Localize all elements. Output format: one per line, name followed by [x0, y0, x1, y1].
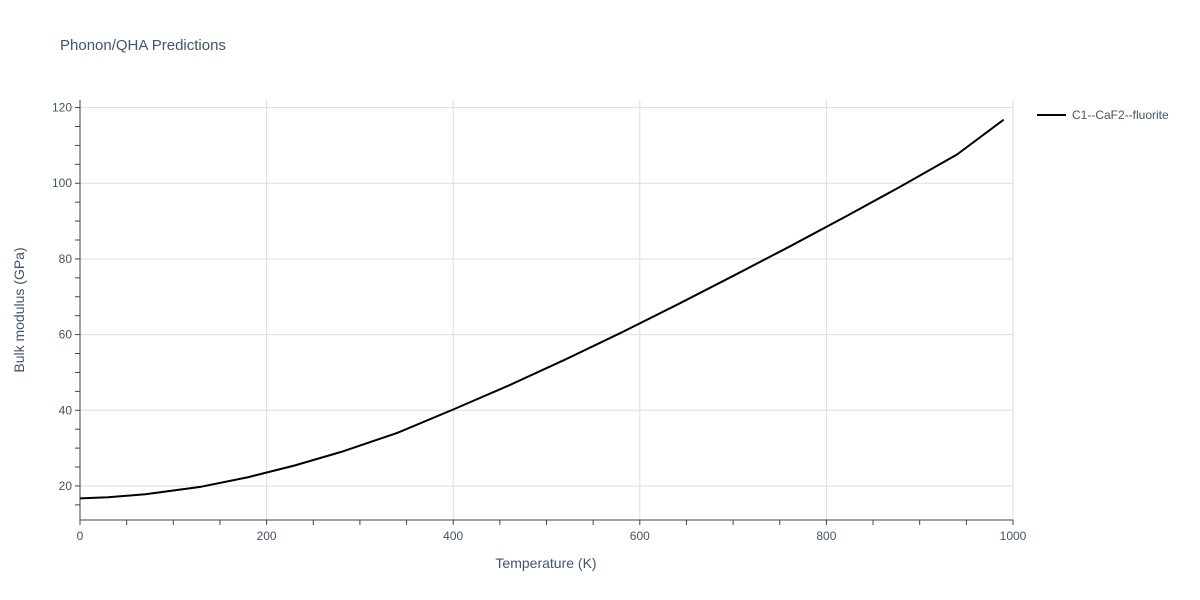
y-tick-label: 100: [52, 176, 72, 190]
y-tick-label: 60: [59, 328, 73, 342]
series-line: [79, 118, 1005, 500]
y-axis-title: Bulk modulus (GPa): [11, 247, 27, 372]
y-tick-label: 20: [59, 479, 73, 493]
chart-title: Phonon/QHA Predictions: [60, 37, 226, 54]
y-tick-label: 80: [59, 252, 73, 266]
x-tick-label: 200: [257, 529, 277, 543]
x-axis-title: Temperature (K): [495, 555, 596, 571]
legend[interactable]: C1--CaF2--fluorite: [1037, 108, 1169, 122]
grid-lines: [80, 100, 1014, 520]
axes: 0 200 400 600 800 1000 20 40 60 80 100 120: [52, 100, 1027, 543]
x-tick-label: 800: [816, 529, 836, 543]
legend-label: C1--CaF2--fluorite: [1072, 108, 1169, 122]
y-tick-label: 120: [52, 101, 72, 115]
x-tick-label: 600: [630, 529, 650, 543]
y-tick-label: 40: [59, 403, 73, 417]
series-layer: [79, 118, 1005, 500]
x-tick-label: 1000: [1000, 529, 1027, 543]
x-tick-label: 0: [77, 529, 84, 543]
x-tick-label: 400: [443, 529, 463, 543]
